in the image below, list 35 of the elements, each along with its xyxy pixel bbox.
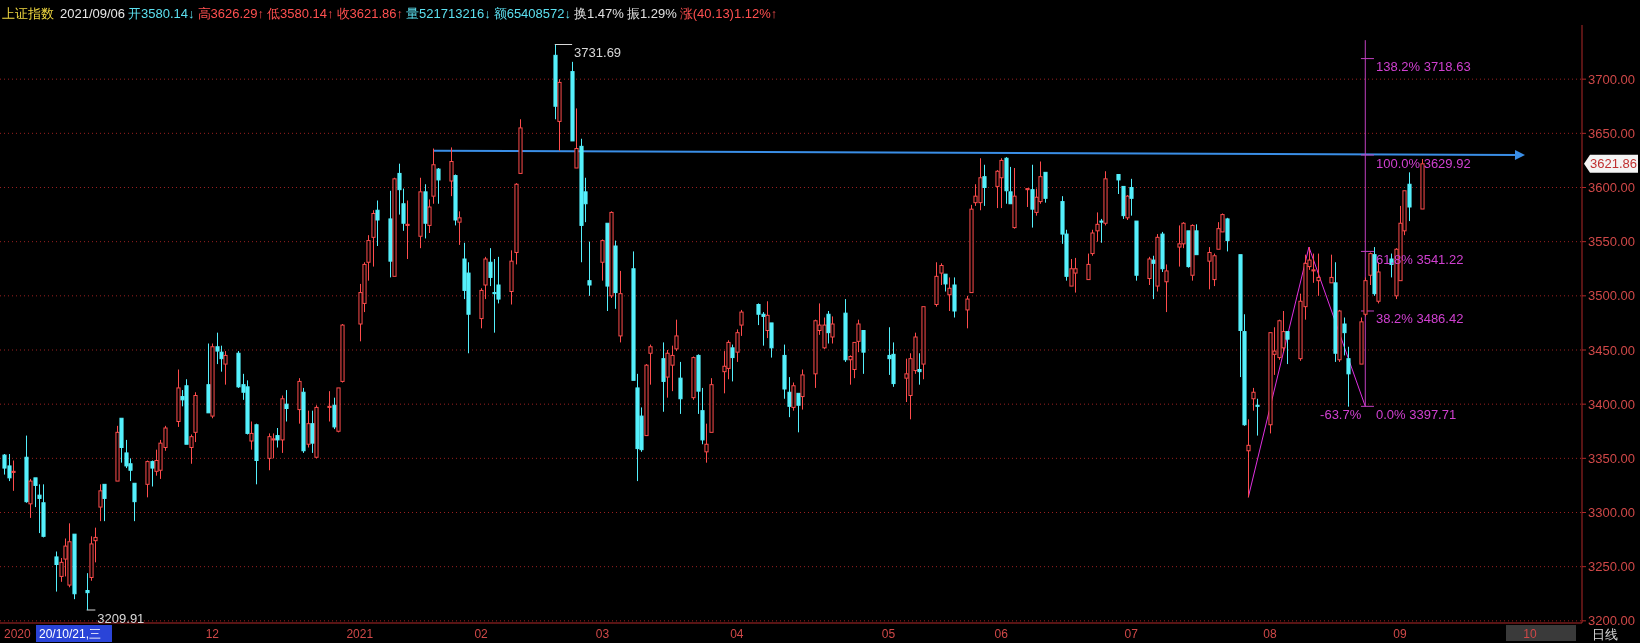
y-tick-label: 3250.00 — [1588, 559, 1635, 575]
x-tick-label: 03 — [595, 627, 610, 641]
annotation: 3209.91 — [97, 610, 145, 626]
x-tick-label: 06 — [994, 627, 1009, 641]
x-tick-label: 2020 — [3, 627, 32, 641]
chart-title: 上证指数 — [2, 5, 54, 21]
annotation: 138.2% 3718.63 — [1375, 59, 1471, 75]
y-tick-label: 3550.00 — [1588, 234, 1635, 250]
y-tick-label: 3300.00 — [1588, 505, 1635, 520]
x-tick-label: 07 — [1124, 627, 1139, 641]
x-tick-label: 08 — [1263, 627, 1277, 641]
annotation: 100.0% 3629.92 — [1375, 155, 1471, 171]
text: 2021/09/06 开3580.14↓ 高3626.29↑ 低3580.14↑ 收3621.86↑ 量521713216↓ 额65408572↓ 换1.47% 振1.29% 涨(40.13)1.12%↑ — [60, 5, 778, 21]
y-tick-label: 3350.00 — [1588, 450, 1635, 466]
y-tick-label: 3500.00 — [1588, 288, 1635, 304]
x-tick-label: 2021 — [346, 627, 374, 641]
text: 20/10/21,三 — [39, 627, 102, 641]
annotation: 0.0% 3397.71 — [1375, 407, 1457, 423]
y-tick-label: 3600.00 — [1588, 180, 1635, 195]
y-tick-label: 3650.00 — [1588, 125, 1635, 141]
y-tick-label: 3400.00 — [1588, 396, 1635, 412]
y-tick-label: 3700.00 — [1588, 71, 1635, 87]
x-tick-label: 05 — [881, 627, 896, 641]
x-tick-label: 10 — [1523, 627, 1537, 641]
x-tick-label: 02 — [474, 627, 489, 641]
x-tick-label: 12 — [205, 627, 220, 641]
text: 3621.86 — [1590, 156, 1637, 172]
y-tick-label: 3200.00 — [1588, 613, 1635, 629]
annotation: 3731.69 — [574, 45, 622, 61]
text: 日线 — [1592, 626, 1618, 642]
x-tick-label: 04 — [730, 627, 744, 641]
x-tick-label: 09 — [1393, 627, 1407, 641]
annotation: -63.7% — [1320, 407, 1362, 423]
annotation: 38.2% 3486.42 — [1375, 311, 1464, 327]
y-tick-label: 3450.00 — [1588, 342, 1635, 358]
